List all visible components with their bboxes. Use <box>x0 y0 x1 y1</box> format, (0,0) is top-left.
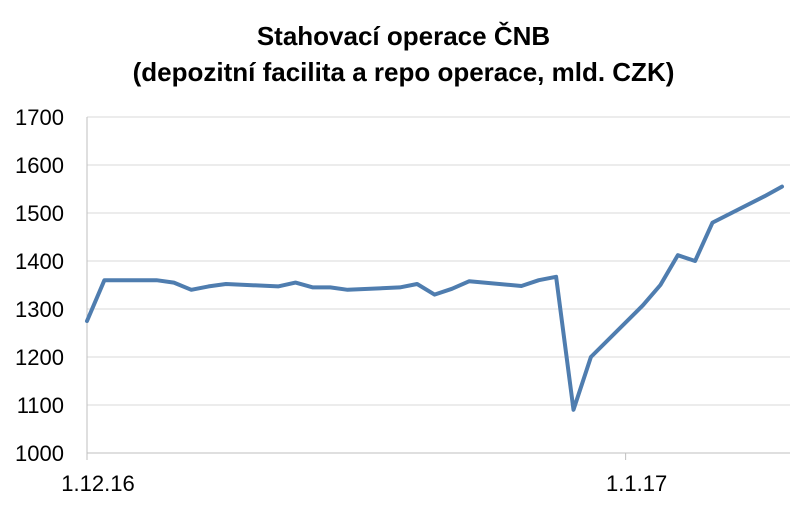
y-tick-label: 1700 <box>15 105 64 130</box>
y-tick-label: 1500 <box>15 201 64 226</box>
y-tick-label: 1600 <box>15 153 64 178</box>
y-tick-label: 1200 <box>15 345 64 370</box>
series-group <box>85 184 784 412</box>
y-tick-label: 1000 <box>15 441 64 466</box>
chart-subtitle: (depozitní facilita a repo operace, mld.… <box>132 57 675 87</box>
x-axis-ticks: 1.12.16 1.1.17 <box>61 453 667 496</box>
y-tick-label: 1100 <box>17 393 64 418</box>
x-tick-label: 1.12.16 <box>61 471 134 496</box>
y-tick-label: 1300 <box>15 297 64 322</box>
y-tick-label: 1400 <box>15 249 64 274</box>
gridlines <box>86 116 790 454</box>
chart-title: Stahovací operace ČNB <box>256 21 551 51</box>
y-axis-ticks: 1000 1100 1200 1300 1400 1500 1600 1700 <box>15 105 64 466</box>
series-line-0 <box>85 184 784 412</box>
x-tick-label: 1.1.17 <box>606 471 667 496</box>
